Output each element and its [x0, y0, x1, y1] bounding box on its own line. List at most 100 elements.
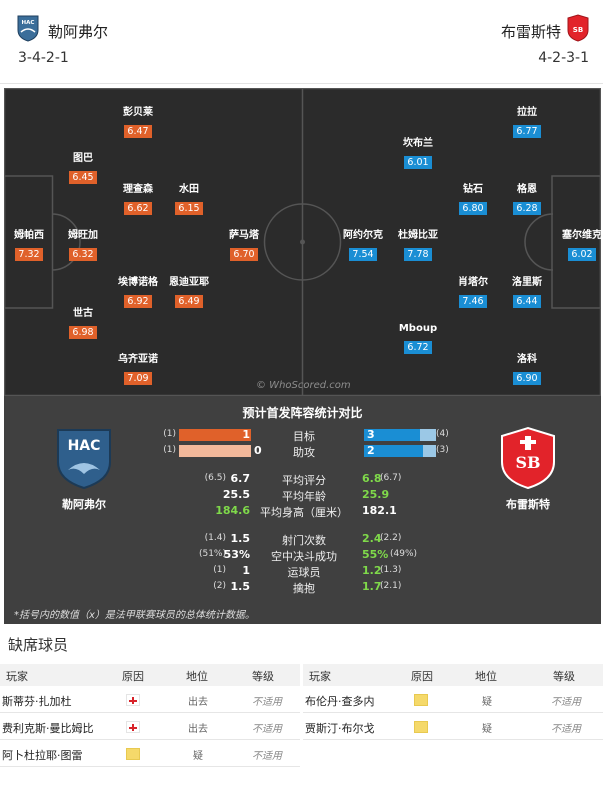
home-value: 1.5 [230, 580, 251, 593]
home-value: 6.7 [230, 472, 251, 485]
player-card-away[interactable]: 格恩 6.28 [487, 183, 567, 215]
away-crest-icon: SB [567, 14, 589, 42]
player-name: 杜姆比亚 [398, 230, 438, 241]
player-name: 恩迪亚耶 [169, 277, 209, 288]
home-value: 25.5 [222, 488, 250, 501]
player-card-away[interactable]: 洛里斯 6.44 [487, 276, 567, 308]
injury-icon [126, 694, 140, 706]
stats-footnote: *括号内的数值（x）是法甲联赛球员的总体统计数据。 [14, 610, 255, 621]
home-value: 0 [254, 444, 262, 457]
player-card-home[interactable]: 姆帕西 7.32 [4, 229, 69, 261]
player-card-away[interactable]: 杜姆比亚 7.78 [378, 229, 458, 261]
player-card-home[interactable]: 图巴 6.45 [43, 152, 123, 184]
away-assists-bar [364, 445, 423, 457]
player-status: 疑 [482, 697, 492, 708]
player-rating: 6.70 [230, 248, 258, 261]
stat-row-rating: (6.5) 6.7 平均评分 6.8 (6.7) [4, 472, 601, 488]
home-prior-value: (1) [213, 565, 226, 575]
away-value: 3 [367, 428, 375, 441]
player-name: 格恩 [517, 184, 537, 195]
player-card-away[interactable]: 坎布兰 6.01 [378, 137, 458, 169]
stat-label: 助攻 [293, 446, 315, 459]
home-value: 1 [242, 564, 250, 577]
player-name: 姆旺加 [68, 230, 98, 241]
home-team-name[interactable]: 勒阿弗尔 [48, 23, 109, 41]
player-rating: 6.62 [124, 202, 152, 215]
player-card-home[interactable]: 萨马塔 6.70 [204, 229, 284, 261]
table-header: 玩家 原因 地位 等级 [0, 664, 300, 686]
player-name: 阿约尔克 [343, 230, 383, 241]
away-absent-table: 玩家 原因 地位 等级 布伦丹·查多内 疑 不适用 贾斯汀·布尔戈 疑 不适用 [303, 664, 603, 740]
player-rating: 7.54 [349, 248, 377, 261]
player-rating: 6.15 [175, 202, 203, 215]
player-rating: 6.47 [124, 125, 152, 138]
player-card-home[interactable]: 恩迪亚耶 6.49 [149, 276, 229, 308]
svg-text:SB: SB [515, 453, 540, 472]
home-value: 1 [242, 428, 250, 441]
player-name: 水田 [179, 184, 199, 195]
away-prior-value: (2.2) [380, 533, 402, 543]
col-grade: 等级 [553, 670, 575, 683]
player-card-away[interactable]: 肖塔尔 7.46 [433, 276, 513, 308]
table-row[interactable]: 布伦丹·查多内 疑 不适用 [303, 686, 603, 713]
player-rating: 7.78 [404, 248, 432, 261]
stat-row-dribbles: (1) 1 运球员 1.2 (1.3) [4, 564, 601, 580]
away-value: 1.2 [362, 564, 382, 577]
player-card-home[interactable]: 彭贝莱 6.47 [98, 106, 178, 138]
player-status: 疑 [482, 724, 492, 735]
player-card-away[interactable]: 拉拉 6.77 [487, 106, 567, 138]
player-card-away[interactable]: 阿约尔克 7.54 [323, 229, 403, 261]
player-card-away[interactable]: 洛科 6.90 [487, 353, 567, 385]
player-card-home[interactable]: 水田 6.15 [149, 183, 229, 215]
player-card-home[interactable]: 理查森 6.62 [98, 183, 178, 215]
stats-title: 预计首发阵容统计对比 [242, 406, 363, 420]
home-prior-value: (2) [213, 581, 226, 591]
home-prior-value: (1) [163, 445, 176, 455]
player-name: 世古 [73, 308, 93, 319]
player-grade: 不适用 [252, 724, 282, 735]
away-value: 2 [367, 444, 375, 457]
player-name[interactable]: 阿卜杜拉耶·图雷 [2, 749, 83, 762]
player-name: 理查森 [123, 184, 153, 195]
away-team-name[interactable]: 布雷斯特 [500, 23, 561, 41]
player-card-home[interactable]: 乌齐亚诺 7.09 [98, 353, 178, 385]
away-goals-bar [364, 429, 420, 441]
home-value: 53% [223, 548, 250, 561]
pitch: 彭贝莱 6.47 图巴 6.45 理查森 6.62 水田 6.15 姆帕西 7.32 姆旺… [4, 88, 601, 396]
player-rating: 6.80 [459, 202, 487, 215]
player-rating: 6.92 [124, 295, 152, 308]
home-prior-value: (51%) [198, 549, 226, 559]
doubt-icon [414, 694, 428, 706]
stat-label: 平均评分 [282, 474, 326, 487]
stat-row-goals: (1) 1 目标 3 (4) [4, 428, 601, 444]
player-rating: 7.09 [124, 372, 152, 385]
player-card-home[interactable]: 埃博诺格 6.92 [98, 276, 178, 308]
player-name[interactable]: 贾斯汀·布尔戈 [305, 722, 375, 735]
player-grade: 不适用 [252, 697, 282, 708]
match-header: HAC 勒阿弗尔 3-4-2-1 布雷斯特 SB 4-2-3-1 [0, 0, 603, 84]
table-header: 玩家 原因 地位 等级 [303, 664, 603, 686]
home-absent-table: 玩家 原因 地位 等级 斯蒂芬·扎加杜 出去 不适用 费利克斯·曼比姆比 出去 … [0, 664, 300, 767]
away-prior-value: (49%) [390, 549, 418, 559]
player-card-away[interactable]: Mboup 6.72 [378, 322, 458, 354]
home-assists-bar [179, 445, 251, 457]
player-name[interactable]: 布伦丹·查多内 [305, 695, 375, 708]
player-name: 钻石 [463, 184, 483, 195]
table-row[interactable]: 费利克斯·曼比姆比 出去 不适用 [0, 713, 300, 740]
player-card-away[interactable]: 钻石 6.80 [433, 183, 513, 215]
away-value: 182.1 [362, 504, 397, 517]
player-name[interactable]: 费利克斯·曼比姆比 [2, 722, 94, 735]
home-value: 1.5 [230, 532, 251, 545]
stat-label: 目标 [293, 430, 315, 443]
stat-label: 射门次数 [282, 534, 326, 547]
table-row[interactable]: 阿卜杜拉耶·图雷 疑 不适用 [0, 740, 300, 767]
table-row[interactable]: 斯蒂芬·扎加杜 出去 不适用 [0, 686, 300, 713]
stat-label: 运球员 [287, 566, 321, 579]
player-card-away[interactable]: 塞尔维克 6.02 [542, 229, 601, 261]
player-name[interactable]: 斯蒂芬·扎加杜 [2, 695, 72, 708]
home-crest-large-icon: HAC [57, 429, 111, 490]
player-card-home[interactable]: 姆旺加 6.32 [43, 229, 123, 261]
stat-label: 空中决斗成功 [271, 550, 337, 563]
table-row[interactable]: 贾斯汀·布尔戈 疑 不适用 [303, 713, 603, 740]
player-card-home[interactable]: 世古 6.98 [43, 307, 123, 339]
